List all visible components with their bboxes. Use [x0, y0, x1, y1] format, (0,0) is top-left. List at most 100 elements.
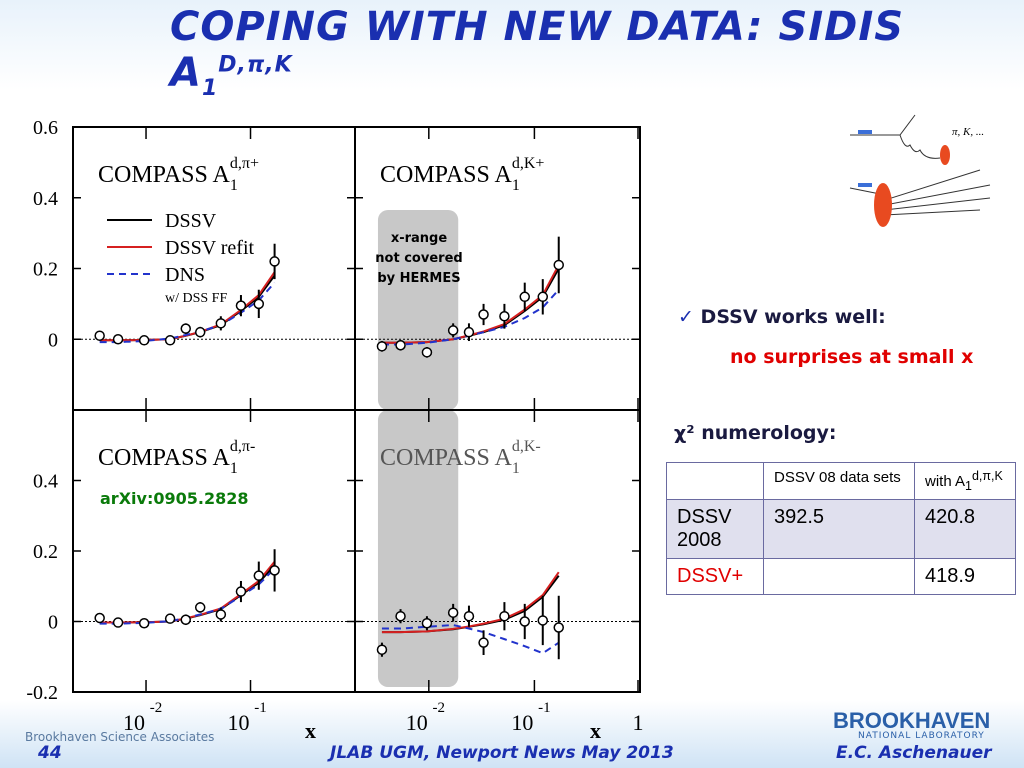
x-tick-label: 1 — [633, 710, 644, 735]
data-point — [395, 610, 406, 622]
curve — [381, 571, 560, 634]
band-label: not covered — [375, 251, 462, 266]
data-point — [94, 330, 105, 341]
curve — [99, 560, 276, 624]
data-point — [376, 341, 388, 352]
y-tick-label: 0 — [48, 612, 58, 634]
data-point — [395, 340, 406, 351]
x-tick-label: 10 — [228, 710, 250, 735]
hadron — [940, 145, 950, 165]
x-axis-label: x — [590, 718, 601, 743]
panel-title: COMPASS A1 d,K- — [380, 438, 541, 477]
data-point — [253, 570, 265, 581]
page-number: 44 — [38, 743, 62, 763]
panel-title: COMPASS A1 d,π- — [98, 438, 255, 477]
data-point — [499, 311, 510, 322]
data-point — [138, 335, 150, 346]
data-point — [447, 325, 459, 336]
legend-label: DSSV — [165, 210, 217, 232]
curve — [381, 289, 560, 346]
arxiv-ref: arXiv:0905.2828 — [100, 489, 248, 508]
table-cell: 418.9 — [913, 558, 1017, 595]
slide-title: COPING WITH NEW DATA: SIDIS A1D,π,K — [170, 4, 905, 101]
data-point — [463, 610, 475, 622]
curve — [99, 564, 276, 624]
hermes-band — [377, 210, 459, 410]
logo-sub: NATIONAL LABORATORY — [858, 731, 985, 741]
author: E.C. Aschenauer — [836, 743, 992, 763]
data-point — [421, 618, 433, 629]
data-point — [112, 334, 124, 345]
band-label: by HERMES — [377, 271, 460, 286]
panel-title-sup: d,K+ — [512, 155, 545, 172]
data-point — [164, 613, 176, 624]
y-tick-label: 0.2 — [33, 541, 58, 563]
table-cell: 392.5 — [763, 499, 915, 559]
y-tick-label: 0 — [48, 329, 58, 351]
data-point — [519, 616, 530, 627]
legend-label: DSSV refit — [165, 237, 255, 259]
panel-title-text: COMPASS A — [98, 162, 231, 188]
data-point — [194, 326, 206, 338]
x-tick-exp: -2 — [433, 700, 446, 716]
data-point — [235, 586, 247, 597]
y-tick-label: -0.2 — [26, 682, 58, 704]
x-tick-exp: -2 — [150, 700, 163, 716]
footer-center: JLAB UGM, Newport News May 2013 — [330, 743, 674, 763]
data-point — [94, 612, 105, 624]
data-point — [112, 617, 124, 628]
data-point — [215, 609, 227, 620]
panel-title-text: COMPASS A — [380, 445, 513, 471]
data-point — [447, 607, 459, 618]
data-point — [537, 291, 549, 303]
data-point — [269, 256, 280, 267]
panel-title: COMPASS A1 d,π+ — [98, 155, 259, 194]
x-axis-label: x — [305, 718, 316, 743]
panel-title-sub: 1 — [230, 460, 238, 477]
table-cell — [666, 462, 764, 500]
bullet-sub: no surprises at small x — [730, 346, 974, 368]
panel-title: COMPASS A1 d,K+ — [380, 155, 544, 194]
data-point — [180, 323, 192, 334]
x-tick-exp: -1 — [538, 700, 551, 716]
data-point — [164, 335, 176, 346]
x-tick-exp: -1 — [254, 700, 267, 716]
data-point — [215, 318, 227, 329]
data-point — [235, 300, 247, 311]
chi2-table: DSSV 08 data sets with A1d,π,K DSSV 2008 3… — [666, 462, 1017, 595]
panel-title-sub: 1 — [512, 177, 520, 194]
curve — [99, 281, 276, 344]
x-tick-label: 10 — [123, 710, 145, 735]
curve — [381, 264, 560, 344]
y-tick-label: 0.4 — [33, 471, 58, 493]
panel-title-sup: d,K- — [512, 438, 541, 455]
y-tick-label: 0.2 — [33, 259, 58, 281]
data-point — [269, 565, 280, 576]
data-point — [180, 614, 192, 625]
panel-title-sup: d,π- — [230, 438, 255, 455]
table-cell: DSSV+ — [666, 558, 764, 595]
legend-label: DNS — [165, 264, 205, 286]
data-point — [421, 347, 433, 358]
bullet: χ² numerology: — [674, 422, 837, 444]
panel-title-text: COMPASS A — [98, 445, 231, 471]
panel-title-sub: 1 — [512, 460, 520, 477]
data-point — [253, 298, 265, 310]
y-tick-label: 0.4 — [33, 188, 58, 210]
table-cell: 420.8 — [913, 499, 1017, 559]
table-cell: DSSV 2008 — [666, 499, 764, 559]
table-header: with A1d,π,K — [913, 462, 1017, 500]
x-tick-label: 10 — [406, 710, 428, 735]
data-point — [194, 602, 206, 613]
legend-note: w/ DSS FF — [165, 291, 227, 306]
data-point — [553, 622, 564, 633]
data-point — [138, 618, 150, 629]
logo: BROOKHAVEN — [833, 708, 991, 733]
panel-title-sub: 1 — [230, 177, 238, 194]
panel-title-sup: d,π+ — [230, 155, 259, 172]
data-point — [519, 291, 530, 303]
nucleon — [874, 183, 892, 227]
hadron-label: π, K, ... — [952, 126, 984, 138]
